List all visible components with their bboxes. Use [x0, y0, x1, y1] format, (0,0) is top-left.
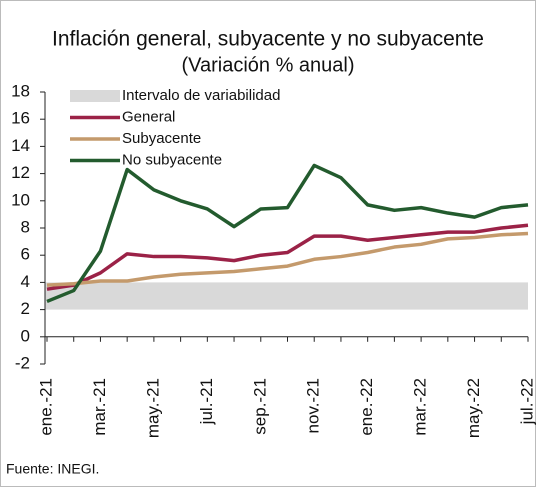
series-line [46, 163, 529, 304]
x-tick-label: jul.-21 [197, 378, 216, 425]
x-tick-label: may.-22 [464, 378, 483, 438]
y-tick-label: 2 [21, 299, 30, 318]
legend-label: Subyacente [122, 130, 201, 147]
series-line [46, 223, 529, 291]
x-tick-label: ene.-22 [357, 378, 376, 436]
x-tick-label: mar.-22 [411, 378, 430, 436]
chart-title: Inflación general, subyacente y no subya… [52, 28, 484, 51]
x-tick-label: nov.-21 [304, 378, 323, 433]
x-tick-label: may.-21 [143, 378, 162, 438]
y-tick-label: 8 [21, 217, 30, 236]
y-tick-label: 14 [11, 136, 30, 155]
legend-swatch [70, 90, 120, 102]
y-tick-label: 16 [11, 109, 30, 128]
legend-label: No subyacente [122, 151, 222, 168]
x-tick-label: mar.-21 [90, 378, 109, 436]
y-tick-label: -2 [15, 353, 30, 372]
source: Fuente: INEGI. [6, 461, 99, 477]
x-tick-label: ene.-21 [36, 378, 55, 436]
x-tick-label: jul.-22 [517, 378, 536, 425]
legend-label: General [122, 108, 175, 125]
y-tick-label: 12 [11, 163, 30, 182]
variability-band [45, 282, 528, 310]
y-tick-label: 18 [11, 81, 30, 100]
y-tick-label: 4 [21, 272, 30, 291]
legend-label: Intervalo de variabilidad [122, 87, 280, 104]
series-line [46, 231, 529, 287]
y-tick-label: 6 [21, 245, 30, 264]
x-tick-label: sep.-21 [250, 378, 269, 435]
chart-subtitle: (Variación % anual) [181, 54, 354, 76]
y-tick-label: 10 [11, 190, 30, 209]
y-tick-label: 0 [21, 326, 30, 345]
